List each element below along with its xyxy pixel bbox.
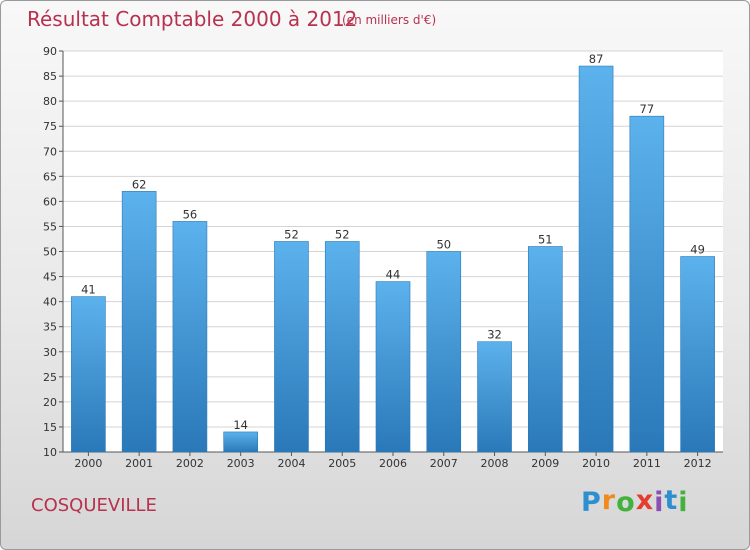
x-tick-label-2011: 2011 [633,457,661,470]
x-tick-label-2005: 2005 [328,457,356,470]
x-tick-label-2006: 2006 [379,457,407,470]
bars [71,65,715,453]
x-tick-label-2010: 2010 [582,457,610,470]
logo-letter: x [635,485,655,516]
data-label-2003: 14 [233,418,248,432]
y-tick-label: 40 [43,296,57,309]
bar-2009 [528,246,563,453]
x-tick-label-2000: 2000 [74,457,102,470]
y-tick-label: 65 [43,170,57,183]
y-tick-label: 80 [43,95,57,108]
data-label-2001: 62 [132,177,147,191]
y-tick-label: 15 [43,421,57,434]
data-label-2007: 50 [436,238,451,252]
y-tick-label: 75 [43,120,57,133]
data-label-2010: 87 [589,52,604,66]
x-tick-label-2012: 2012 [684,457,712,470]
logo-letter: P [581,487,602,518]
bar-2006 [375,281,411,453]
logo-letter: o [616,487,636,518]
data-label-2006: 44 [386,268,401,282]
city-name: COSQUEVILLE [31,495,157,516]
bar-2004 [274,241,309,453]
bar-2002 [172,221,208,453]
y-tick-label: 45 [43,271,57,284]
logo-letter: r [601,485,617,516]
bar-2010 [578,65,614,453]
bar-2012 [680,256,715,453]
x-tick-label-2002: 2002 [176,457,204,470]
x-tick-label-2009: 2009 [531,457,559,470]
labels: 10 15 20 25 30 35 40 45 50 55 60 65 70 75 80 85 90 41 2000… [43,45,712,470]
y-tick-label: 25 [43,371,57,384]
y-tick-label: 90 [43,45,57,58]
data-label-2009: 51 [538,232,553,246]
data-label-2004: 52 [284,227,299,241]
bar-2003 [223,431,258,453]
chart-title: Résultat Comptable 2000 à 2012 [27,7,358,31]
x-tick-label-2004: 2004 [277,457,305,470]
logo-letter: i [654,487,665,518]
bar-2007 [426,251,462,453]
y-tick-label: 30 [43,346,57,359]
x-tick-label-2003: 2003 [227,457,255,470]
logo-letter: i [678,487,689,518]
y-tick-label: 10 [43,446,57,459]
logo-letter: t [664,485,679,516]
bar-2001 [121,191,157,453]
proxiti-logo: Proxiti [581,485,689,518]
chart-subtitle: (en milliers d'€) [342,13,437,27]
bar-2005 [324,241,360,453]
x-tick-label-2007: 2007 [430,457,458,470]
data-label-2005: 52 [335,227,350,241]
x-tick-label-2008: 2008 [481,457,509,470]
data-label-2012: 49 [690,243,705,257]
bar-2011 [629,115,665,453]
data-label-2002: 56 [183,207,198,221]
y-tick-label: 55 [43,220,57,233]
y-tick-label: 70 [43,145,57,158]
x-tick-label-2001: 2001 [125,457,153,470]
y-tick-label: 60 [43,195,57,208]
bar-2008 [477,341,512,453]
y-tick-label: 85 [43,70,57,83]
y-tick-label: 50 [43,246,57,259]
bar-2000 [71,296,106,453]
y-tick-label: 35 [43,321,57,334]
data-label-2000: 41 [81,283,96,297]
data-label-2011: 77 [640,102,655,116]
data-label-2008: 32 [487,328,502,342]
y-tick-label: 20 [43,396,57,409]
